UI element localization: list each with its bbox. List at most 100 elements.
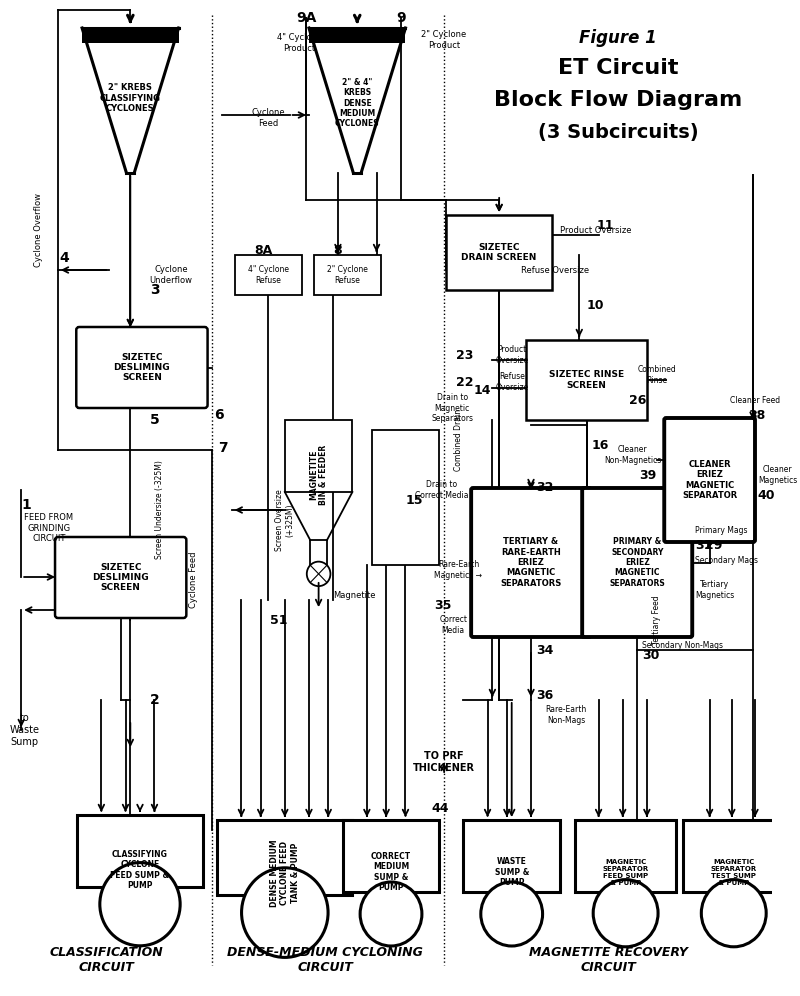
Text: Drain to
Magnetic
Separators: Drain to Magnetic Separators <box>431 393 473 423</box>
Text: CLASSIFYING
CYCLONE
FEED SUMP &
PUMP: CLASSIFYING CYCLONE FEED SUMP & PUMP <box>110 850 170 890</box>
Text: Magnetite: Magnetite <box>333 591 375 600</box>
Text: 7: 7 <box>218 441 228 455</box>
Text: 11: 11 <box>597 218 614 231</box>
Text: MAGNETITE
BIN & FEEDER: MAGNETITE BIN & FEEDER <box>309 445 328 505</box>
Bar <box>526 340 647 420</box>
Bar <box>234 255 302 295</box>
Bar <box>285 420 352 492</box>
Text: 2" Cyclone
Refuse: 2" Cyclone Refuse <box>327 265 368 285</box>
FancyBboxPatch shape <box>471 488 591 637</box>
Text: CLEANER
ERIEZ
MAGNETIC
SEPARATOR: CLEANER ERIEZ MAGNETIC SEPARATOR <box>682 460 738 500</box>
Text: Cleaner Feed: Cleaner Feed <box>730 395 780 404</box>
Bar <box>372 430 439 565</box>
Text: 8A: 8A <box>254 243 272 257</box>
Text: Drain to
Correct Media: Drain to Correct Media <box>415 480 469 500</box>
Text: Figure 1: Figure 1 <box>579 29 657 47</box>
Text: CLASSIFICATION
CIRCUIT: CLASSIFICATION CIRCUIT <box>50 946 163 974</box>
Text: CORRECT
MEDIUM
SUMP &
PUMP: CORRECT MEDIUM SUMP & PUMP <box>371 852 411 892</box>
FancyBboxPatch shape <box>55 537 186 618</box>
Bar <box>683 820 785 891</box>
Text: 38: 38 <box>748 408 766 421</box>
Bar <box>446 215 552 290</box>
Text: 26: 26 <box>630 393 647 406</box>
Text: Tertiary
Magnetics: Tertiary Magnetics <box>695 581 734 600</box>
Text: Refuse Oversize: Refuse Oversize <box>522 266 590 275</box>
Circle shape <box>306 562 330 586</box>
Text: MAGNETITE RECOVERY
CIRCUIT: MAGNETITE RECOVERY CIRCUIT <box>529 946 688 974</box>
Bar <box>314 255 382 295</box>
Text: to
Waste
Sump: to Waste Sump <box>10 713 40 747</box>
Text: Screen Undersize (-325M): Screen Undersize (-325M) <box>155 460 164 560</box>
Text: 15: 15 <box>406 493 423 507</box>
Text: SIZETEC RINSE
SCREEN: SIZETEC RINSE SCREEN <box>549 371 624 389</box>
Text: 16: 16 <box>591 438 609 451</box>
Text: 2: 2 <box>150 693 159 707</box>
Text: MAGNETIC
SEPARATOR
TEST SUMP
& PUMP: MAGNETIC SEPARATOR TEST SUMP & PUMP <box>710 859 757 885</box>
Circle shape <box>593 879 658 947</box>
Text: Cleaner
Magnetics: Cleaner Magnetics <box>758 465 797 485</box>
Text: 34: 34 <box>536 643 554 656</box>
Bar <box>218 820 352 894</box>
Bar <box>78 815 202 886</box>
Text: Block Flow Diagram: Block Flow Diagram <box>494 90 742 110</box>
Text: Screen Oversize
(+325M): Screen Oversize (+325M) <box>275 489 294 551</box>
Text: SIZETEC
DESLIMING
SCREEN: SIZETEC DESLIMING SCREEN <box>114 353 170 382</box>
Text: PRIMARY &
SECONDARY
ERIEZ
MAGNETIC
SEPARATORS: PRIMARY & SECONDARY ERIEZ MAGNETIC SEPAR… <box>610 537 665 588</box>
Text: Rare-Earth
Non-Mags: Rare-Earth Non-Mags <box>546 705 586 725</box>
Text: 9A: 9A <box>296 11 316 25</box>
Text: ET Circuit: ET Circuit <box>558 58 678 78</box>
Text: Cyclone Feed: Cyclone Feed <box>189 552 198 609</box>
Text: MAGNETIC
SEPARATOR
FEED SUMP
& PUMP: MAGNETIC SEPARATOR FEED SUMP & PUMP <box>602 859 649 885</box>
Text: Tertiary Feed: Tertiary Feed <box>652 596 661 644</box>
Text: 1: 1 <box>22 498 31 512</box>
Text: Cyclone
Underflow: Cyclone Underflow <box>150 265 193 285</box>
Text: Cleaner
Non-Magnetics: Cleaner Non-Magnetics <box>604 445 662 465</box>
Text: 29: 29 <box>705 539 722 552</box>
Text: 14: 14 <box>473 383 490 396</box>
Text: Product
Oversize: Product Oversize <box>495 346 529 365</box>
Text: 6: 6 <box>214 408 224 422</box>
Text: Secondary Mags: Secondary Mags <box>695 556 758 565</box>
Circle shape <box>702 879 766 947</box>
Text: (3 Subcircuits): (3 Subcircuits) <box>538 123 698 141</box>
Text: Rare-Earth
Magnetics →: Rare-Earth Magnetics → <box>434 561 482 580</box>
Text: 32: 32 <box>536 480 554 493</box>
Circle shape <box>100 863 180 946</box>
Text: DENSE MEDIUM
CYCLONE FEED
TANK & PUMP: DENSE MEDIUM CYCLONE FEED TANK & PUMP <box>270 840 300 906</box>
Text: 22: 22 <box>455 375 473 388</box>
Text: 30: 30 <box>642 648 659 661</box>
Text: 2" KREBS
CLASSIFYING
CYCLONES: 2" KREBS CLASSIFYING CYCLONES <box>100 83 161 113</box>
Text: SIZETEC
DESLIMING
SCREEN: SIZETEC DESLIMING SCREEN <box>92 563 149 593</box>
Text: 23: 23 <box>456 349 473 362</box>
Text: SIZETEC
DRAIN SCREEN: SIZETEC DRAIN SCREEN <box>462 243 537 262</box>
Text: Combined
Rinse: Combined Rinse <box>638 366 676 384</box>
Text: 4" Cyclone
Refuse: 4" Cyclone Refuse <box>248 265 289 285</box>
Text: 35: 35 <box>434 599 452 612</box>
Text: Primary Mags: Primary Mags <box>695 526 748 535</box>
Text: 31: 31 <box>695 539 713 552</box>
Text: FEED FROM
GRINDING
CIRCUIT: FEED FROM GRINDING CIRCUIT <box>24 513 74 543</box>
Text: Cyclone Overflow: Cyclone Overflow <box>34 193 43 267</box>
Text: 5: 5 <box>150 413 159 427</box>
Text: 4: 4 <box>60 251 70 265</box>
Text: DENSE-MEDIUM CYCLONING
CIRCUIT: DENSE-MEDIUM CYCLONING CIRCUIT <box>227 946 423 974</box>
Text: 36: 36 <box>536 688 553 701</box>
Text: 40: 40 <box>758 488 775 502</box>
Text: Product Oversize: Product Oversize <box>560 225 631 234</box>
Bar <box>575 820 676 891</box>
Text: Correct
Media: Correct Media <box>439 616 467 634</box>
Text: 44: 44 <box>431 802 449 815</box>
Text: WASTE
SUMP &
PUMP: WASTE SUMP & PUMP <box>494 858 529 886</box>
Bar <box>342 820 439 891</box>
Text: Refuse
Oversize: Refuse Oversize <box>495 373 529 391</box>
Circle shape <box>481 882 542 946</box>
Text: 10: 10 <box>587 299 605 312</box>
Text: 8: 8 <box>333 243 342 257</box>
Text: TO PRF
THICKENER: TO PRF THICKENER <box>413 751 475 773</box>
Bar <box>82 28 178 43</box>
Text: 39: 39 <box>639 468 657 481</box>
Text: 2" Cyclone
Product: 2" Cyclone Product <box>422 30 466 50</box>
Text: TERTIARY &
RARE-EARTH
ERIEZ
MAGNETIC
SEPARATORS: TERTIARY & RARE-EARTH ERIEZ MAGNETIC SEP… <box>500 537 562 588</box>
Text: 4" Cyclone
Product: 4" Cyclone Product <box>277 33 322 53</box>
Text: 2" & 4"
KREBS
DENSE
MEDIUM
CYCLONES: 2" & 4" KREBS DENSE MEDIUM CYCLONES <box>335 78 379 128</box>
